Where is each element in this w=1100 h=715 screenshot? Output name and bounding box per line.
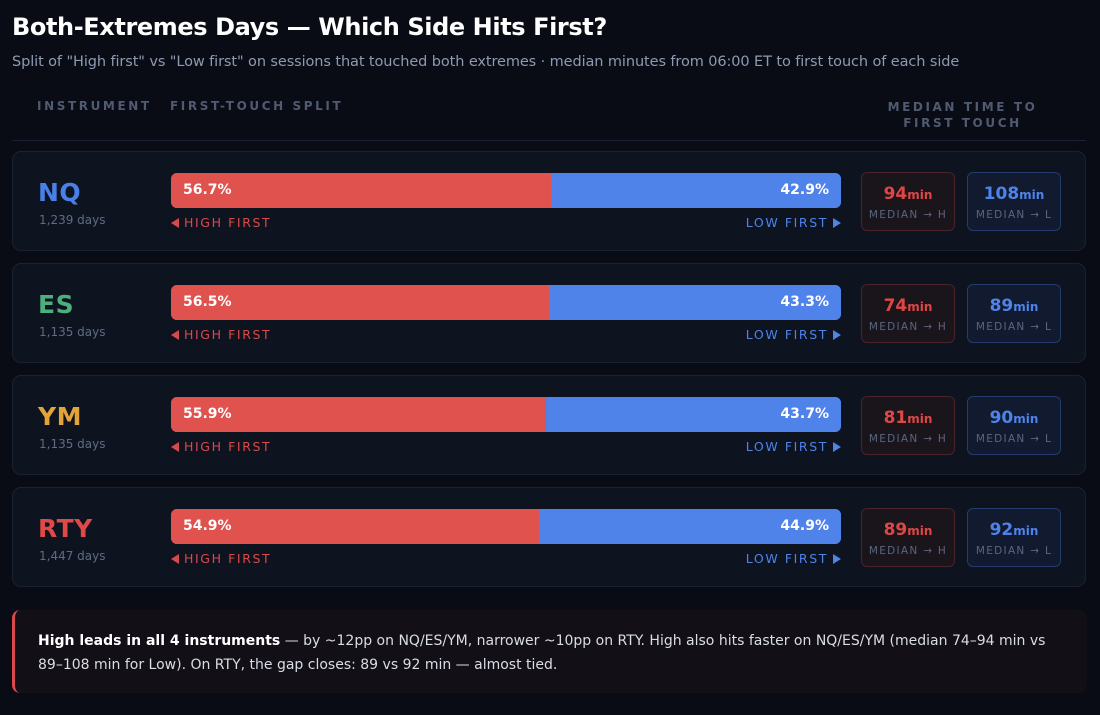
split-bar: 56.7% 42.9% [171,173,841,208]
low-first-percent: 43.3% [780,294,829,310]
high-first-segment: 55.9% [171,397,546,432]
high-first-segment: 56.7% [171,173,551,208]
median-unit: min [1013,524,1039,538]
page-subtitle: Split of "High first" vs "Low first" on … [12,54,960,70]
low-first-segment: 42.9% [550,173,841,208]
median-low-caption: MEDIAN → L [975,321,1053,333]
median-low-box: 89min MEDIAN → L [967,284,1061,343]
high-first-label: HIGH FIRST [171,215,271,230]
column-header-instrument: INSTRUMENT [37,99,152,113]
median-high-box: 89min MEDIAN → H [861,508,955,567]
median-low-box: 90min MEDIAN → L [967,396,1061,455]
low-first-segment: 43.7% [545,397,841,432]
triangle-right-icon [833,329,841,340]
median-high-caption: MEDIAN → H [868,433,948,445]
median-low-value: 92 [989,520,1014,540]
triangle-left-icon [171,217,179,228]
high-first-percent: 55.9% [183,406,232,422]
instrument-symbol: YM [38,402,82,431]
median-low-box: 92min MEDIAN → L [967,508,1061,567]
median-low-value: 108 [983,184,1020,204]
instrument-row: NQ 1,239 days 56.7% 42.9% HIGH FIRST LOW… [12,151,1086,251]
median-unit: min [1013,300,1039,314]
split-bar: 55.9% 43.7% [171,397,841,432]
instrument-row: ES 1,135 days 56.5% 43.3% HIGH FIRST LOW… [12,263,1086,363]
high-first-percent: 56.7% [183,182,232,198]
median-low-value: 90 [989,408,1014,428]
column-header-split: FIRST-TOUCH SPLIT [170,99,344,113]
low-first-label: LOW FIRST [713,327,841,342]
instrument-days: 1,135 days [39,437,106,451]
low-first-label: LOW FIRST [713,551,841,566]
high-first-percent: 54.9% [183,518,232,534]
instrument-row: YM 1,135 days 55.9% 43.7% HIGH FIRST LOW… [12,375,1086,475]
median-unit: min [907,188,933,202]
high-first-label: HIGH FIRST [171,551,271,566]
instrument-symbol: ES [38,290,75,319]
median-low-caption: MEDIAN → L [975,209,1053,221]
median-low-caption: MEDIAN → L [975,433,1053,445]
low-first-percent: 42.9% [780,182,829,198]
high-first-label: HIGH FIRST [171,439,271,454]
median-unit: min [1013,412,1039,426]
split-bar: 56.5% 43.3% [171,285,841,320]
header-divider [12,140,1086,141]
triangle-right-icon [833,217,841,228]
median-low-caption: MEDIAN → L [975,545,1053,557]
triangle-left-icon [171,329,179,340]
triangle-left-icon [171,553,179,564]
instrument-days: 1,447 days [39,549,106,563]
median-high-value: 94 [883,184,908,204]
triangle-right-icon [833,553,841,564]
high-first-segment: 56.5% [171,285,550,320]
instrument-rows: NQ 1,239 days 56.7% 42.9% HIGH FIRST LOW… [12,151,1086,599]
median-high-value: 89 [883,520,908,540]
high-first-segment: 54.9% [171,509,539,544]
triangle-left-icon [171,441,179,452]
median-high-caption: MEDIAN → H [868,209,948,221]
median-unit: min [907,412,933,426]
insight-note: High leads in all 4 instruments — by ~12… [12,610,1087,693]
median-high-value: 81 [883,408,908,428]
median-unit: min [1019,188,1045,202]
median-high-caption: MEDIAN → H [868,321,948,333]
low-first-segment: 44.9% [538,509,841,544]
high-first-percent: 56.5% [183,294,232,310]
median-unit: min [907,300,933,314]
insight-note-body: — by ~12pp on NQ/ES/YM, narrower ~10pp o… [38,633,1046,673]
low-first-label: LOW FIRST [713,439,841,454]
instrument-symbol: NQ [38,178,82,207]
low-first-percent: 43.7% [780,406,829,422]
median-high-box: 94min MEDIAN → H [861,172,955,231]
median-high-box: 74min MEDIAN → H [861,284,955,343]
instrument-days: 1,239 days [39,213,106,227]
page-title: Both-Extremes Days — Which Side Hits Fir… [12,13,607,41]
high-first-label: HIGH FIRST [171,327,271,342]
median-low-box: 108min MEDIAN → L [967,172,1061,231]
median-high-value: 74 [883,296,908,316]
column-header-median: MEDIAN TIME TO FIRST TOUCH [887,100,1038,130]
low-first-percent: 44.9% [780,518,829,534]
median-high-caption: MEDIAN → H [868,545,948,557]
instrument-row: RTY 1,447 days 54.9% 44.9% HIGH FIRST LO… [12,487,1086,587]
instrument-symbol: RTY [38,514,93,543]
low-first-label: LOW FIRST [713,215,841,230]
triangle-right-icon [833,441,841,452]
median-low-value: 89 [989,296,1014,316]
median-unit: min [907,524,933,538]
split-bar: 54.9% 44.9% [171,509,841,544]
median-high-box: 81min MEDIAN → H [861,396,955,455]
low-first-segment: 43.3% [549,285,841,320]
insight-note-headline: High leads in all 4 instruments [38,633,281,649]
instrument-days: 1,135 days [39,325,106,339]
